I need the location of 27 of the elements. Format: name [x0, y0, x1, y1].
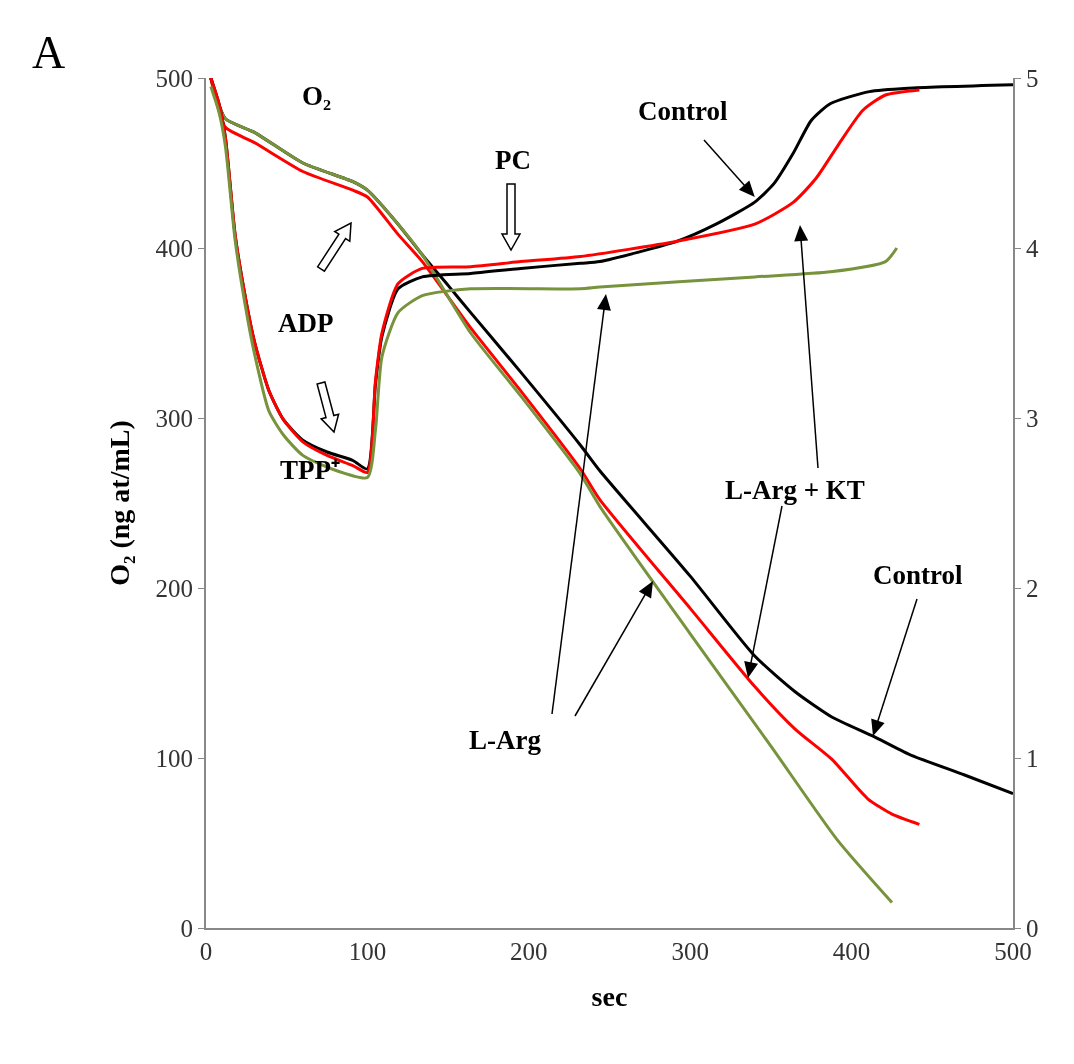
annotation: Control — [638, 96, 728, 126]
x-axis-title: sec — [591, 980, 628, 1012]
annotation: ADP — [278, 308, 334, 338]
x-tick-label: 300 — [671, 938, 709, 965]
annotation: L-Arg — [469, 725, 542, 755]
y-tick-label: 200 — [155, 574, 193, 602]
x-tick-label: 200 — [510, 938, 548, 965]
y-tick-label: 300 — [155, 404, 193, 432]
annotation: O₂ — [302, 81, 332, 111]
y-tick-label: 500 — [155, 64, 193, 92]
y2-tick-label: 4 — [1026, 234, 1039, 262]
y2-tick-label: 2 — [1026, 574, 1039, 602]
annotation: TPP⁺ — [280, 455, 340, 485]
x-tick-label: 400 — [832, 938, 871, 965]
y-axis-title: O₂ (ng at/mL) — [103, 420, 135, 586]
text: A — [32, 27, 66, 78]
y-tick-label: 0 — [180, 914, 193, 942]
annotation: PC — [495, 145, 531, 175]
annotation: L-Arg + KT — [725, 475, 865, 505]
annotation: Control — [873, 560, 963, 590]
y-tick-label: 100 — [155, 744, 193, 772]
x-tick-label: 0 — [199, 938, 213, 965]
x-tick-label: 100 — [348, 938, 387, 965]
y2-tick-label: 3 — [1026, 404, 1039, 432]
y2-tick-label: 5 — [1026, 64, 1039, 92]
y-tick-label: 400 — [155, 234, 193, 262]
y2-tick-label: 1 — [1026, 744, 1039, 772]
